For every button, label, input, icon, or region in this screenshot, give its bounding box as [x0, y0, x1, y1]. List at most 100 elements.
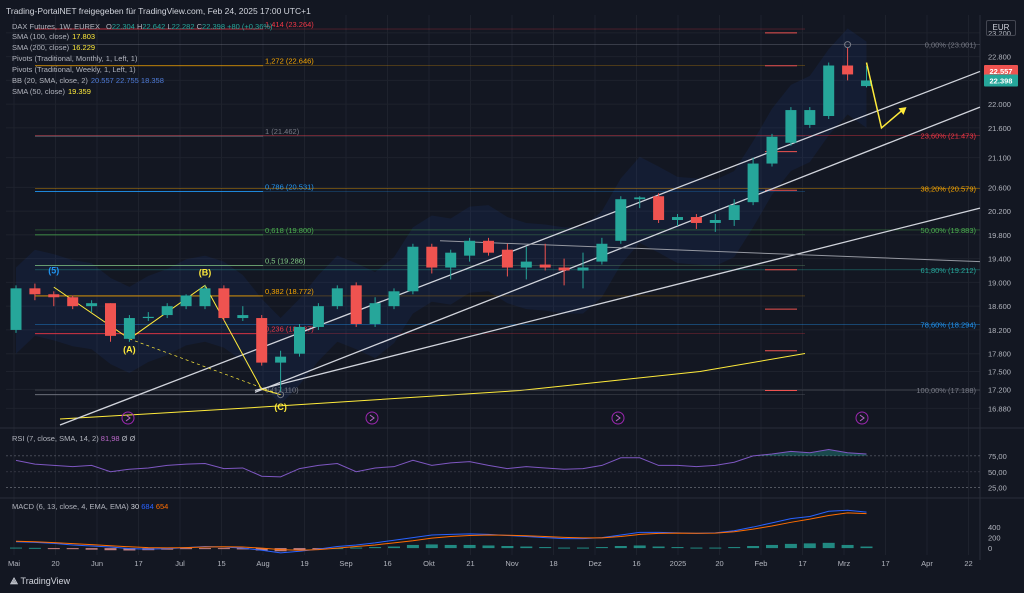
candle [464, 237, 476, 262]
candle-body [237, 315, 249, 319]
candle [539, 243, 551, 271]
replay-icon [365, 411, 379, 425]
candle [388, 288, 400, 310]
candle-body [256, 318, 268, 363]
candle [653, 193, 665, 223]
macd-axis-label: 400 [988, 523, 1001, 532]
candle [596, 237, 608, 265]
indicator-sma200[interactable]: SMA (200, close) 16.229 [12, 43, 95, 52]
currency-button[interactable]: EUR [986, 20, 1016, 36]
macd-hist-bar [671, 547, 684, 549]
macd-hist-bar [784, 543, 797, 549]
replay-icon-circle [365, 411, 379, 425]
macd-value-hist: 30 [130, 502, 140, 511]
candle-body [123, 318, 135, 339]
candle-body [426, 246, 438, 268]
macd-hist-bar [10, 547, 22, 549]
wave-dashed [129, 338, 281, 396]
candle [10, 285, 22, 333]
indicator-bb[interactable]: BB (20, SMA, close, 2) 20.557 22.755 18.3… [12, 76, 164, 85]
time-axis-label: 22 [964, 559, 972, 568]
candle [199, 285, 211, 310]
fib-left-label: 0,5 (19.286) [265, 256, 306, 265]
macd-hist-bar [652, 546, 665, 549]
candle-body [520, 261, 532, 268]
candle [842, 47, 854, 81]
macd-hist-bar [293, 548, 306, 551]
fib-left-label: 0,618 (19.800) [265, 226, 314, 235]
candle-body [407, 246, 419, 292]
indicator-pivots-weekly[interactable]: Pivots (Traditional, Weekly, 1, Left, 1) [12, 65, 136, 74]
candle [558, 258, 570, 286]
macd-hist-bar [199, 548, 211, 550]
candle-body [728, 205, 740, 220]
fib-right-label: 0,00% (23.001) [925, 41, 977, 50]
fib-right-label: 78,60% (18.294) [921, 320, 977, 329]
macd-axis-label: 0 [988, 544, 992, 553]
macd-line [15, 509, 867, 554]
tv-icon: ⟁ [10, 576, 21, 586]
replay-icon-circle [611, 411, 625, 425]
macd-hist-bar [709, 547, 722, 549]
indicator-value: 20.557 22.755 18.358 [90, 76, 164, 85]
candle [407, 243, 419, 295]
fib-left-label: 0,236 (18.137) [265, 325, 314, 334]
rsi-label[interactable]: RSI (7, close, SMA, 14, 2) 81,98 Ø Ø [12, 434, 135, 443]
indicator-sma100[interactable]: SMA (100, close) 17.803 [12, 32, 95, 41]
indicator-label: Pivots (Traditional, Weekly, 1, Left, 1) [12, 65, 136, 74]
fib-left-label: 1,272 (22.646) [265, 57, 314, 66]
price-axis-label: 23.200 [988, 29, 1011, 38]
trendline-upper [59, 70, 981, 426]
macd-hist-bar [520, 546, 533, 549]
candle [483, 237, 494, 256]
macd-label[interactable]: MACD (6, 13, close, 4, EMA, EMA) 30 684 … [12, 502, 168, 511]
branding-text: TradingView [20, 576, 71, 586]
macd-hist-bar [614, 546, 627, 549]
price-axis-label: 19.400 [988, 255, 1011, 264]
projection-arrowhead [898, 107, 907, 115]
indicator-value: 19.359 [67, 87, 91, 96]
replay-icon-chevron [369, 414, 375, 422]
price-tag-text: 22.557 [990, 67, 1013, 76]
time-axis-label: Mai [8, 559, 20, 568]
macd-hist-bar [425, 544, 438, 549]
time-axis-label: 21 [466, 559, 474, 568]
price-axis-label: 20.200 [988, 207, 1011, 216]
macd-name: MACD (6, 13, close, 4, EMA, EMA) [12, 502, 129, 511]
high-marker [844, 41, 852, 49]
ohlc-open: 22.304 [111, 22, 135, 31]
fib-right-label: 23,60% (21.473) [921, 131, 977, 140]
indicator-value: 16.229 [72, 43, 96, 52]
low-marker [277, 391, 285, 399]
ohlc-high: 22.642 [142, 22, 166, 31]
price-axis-label: 19.800 [988, 231, 1011, 240]
macd-hist-bar [803, 543, 816, 549]
price-tag-text: 22.398 [990, 76, 1013, 85]
symbol-info: DAX Futures, 1W, EUREX O22.304 H22.642 L… [12, 22, 273, 31]
candle-body [823, 65, 835, 117]
macd-hist-bar [577, 547, 589, 549]
macd-hist-bar [690, 547, 703, 549]
candle-body [464, 240, 476, 256]
candle-body [350, 285, 362, 324]
time-axis-label: 17 [798, 559, 806, 568]
candle [861, 65, 872, 88]
trendline-lower [254, 207, 981, 392]
candle-body [180, 295, 192, 307]
indicator-label: SMA (200, close) [12, 43, 70, 52]
fib-left-label: 1,414 (23.264) [265, 20, 314, 29]
indicator-sma50[interactable]: SMA (50, close) 19.359 [12, 87, 91, 96]
macd-hist-bar [47, 548, 60, 550]
candle-body [804, 110, 816, 125]
candle [275, 350, 287, 393]
candle-body [388, 291, 400, 307]
fib-left-label: 1 (21.462) [265, 127, 300, 136]
price-axis-label: 20.600 [988, 183, 1011, 192]
tradingview-logo[interactable]: ⟁ TradingView [10, 576, 70, 587]
fib-right-label: 50,00% (19.883) [921, 226, 977, 235]
indicator-pivots-monthly[interactable]: Pivots (Traditional, Monthly, 1, Left, 1… [12, 54, 137, 63]
macd-hist-bar [860, 546, 873, 549]
ohlc-close-label: C [196, 22, 203, 31]
time-axis-label: 16 [632, 559, 640, 568]
